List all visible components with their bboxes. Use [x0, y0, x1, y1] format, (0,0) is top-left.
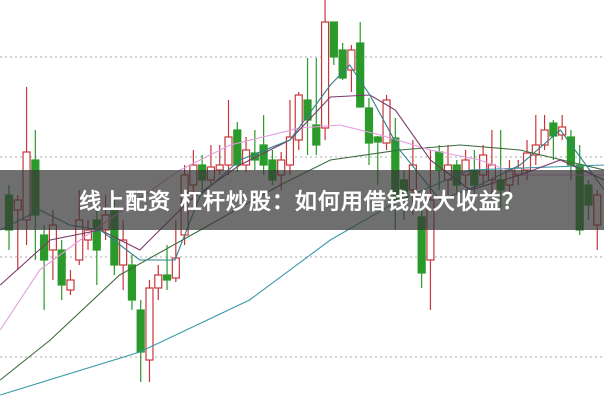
candle-body — [136, 309, 145, 353]
candle-body — [540, 129, 549, 146]
candle-body — [329, 21, 338, 58]
candle-body — [250, 152, 259, 161]
candle-body — [356, 42, 365, 108]
candle-body — [66, 279, 75, 291]
candle-down — [303, 58, 312, 155]
candle-body — [382, 99, 391, 144]
candle-body — [303, 99, 312, 121]
candle-up — [382, 95, 391, 150]
candle-body — [233, 129, 242, 166]
grid-lines — [0, 56, 604, 358]
candle-body — [119, 239, 128, 266]
candle-down — [136, 300, 145, 382]
candle-down — [329, 21, 338, 65]
candle-up — [531, 115, 540, 165]
candle-down — [127, 255, 137, 310]
candle-up — [320, 0, 330, 140]
candle-body — [154, 274, 163, 289]
moving-average-line — [0, 124, 604, 331]
candle-down — [364, 98, 374, 165]
candle-body — [145, 287, 154, 361]
candle-down — [162, 245, 172, 290]
candle-down — [57, 240, 66, 300]
candle-body — [364, 107, 374, 144]
candle-up — [294, 92, 303, 150]
candle-up — [224, 100, 233, 175]
candle-down — [312, 58, 321, 155]
candle-body — [127, 264, 137, 301]
candle-down — [250, 130, 259, 170]
candle-up — [66, 270, 75, 295]
candle-body — [224, 136, 233, 166]
candle-down — [40, 225, 49, 310]
candle-body — [312, 124, 321, 146]
candle-body — [162, 274, 172, 281]
candle-down — [259, 115, 268, 175]
caption-title: 线上配资 杠杆炒股：如何用借钱放大收益？ — [79, 190, 525, 215]
candle-down — [233, 122, 242, 172]
candle-up — [540, 115, 549, 150]
candle-down — [338, 43, 347, 80]
candle-body — [285, 136, 295, 166]
candle-body — [171, 257, 180, 279]
candle-body — [373, 136, 382, 143]
candle-up — [285, 100, 295, 175]
candle-up — [119, 220, 128, 290]
candle-body — [531, 144, 540, 156]
candle-body — [294, 94, 303, 141]
candle-body — [320, 21, 330, 129]
candle-body — [57, 249, 66, 286]
candle-body — [338, 49, 347, 79]
candle-up — [154, 265, 163, 300]
caption-band: 线上配资 杠杆炒股：如何用借钱放大收益？ — [0, 170, 604, 230]
candle-body — [347, 49, 356, 71]
candle-body — [40, 234, 49, 261]
candle-up — [145, 280, 154, 382]
candle-down — [549, 120, 558, 160]
candle-down — [356, 22, 365, 108]
candle-body — [259, 144, 268, 166]
